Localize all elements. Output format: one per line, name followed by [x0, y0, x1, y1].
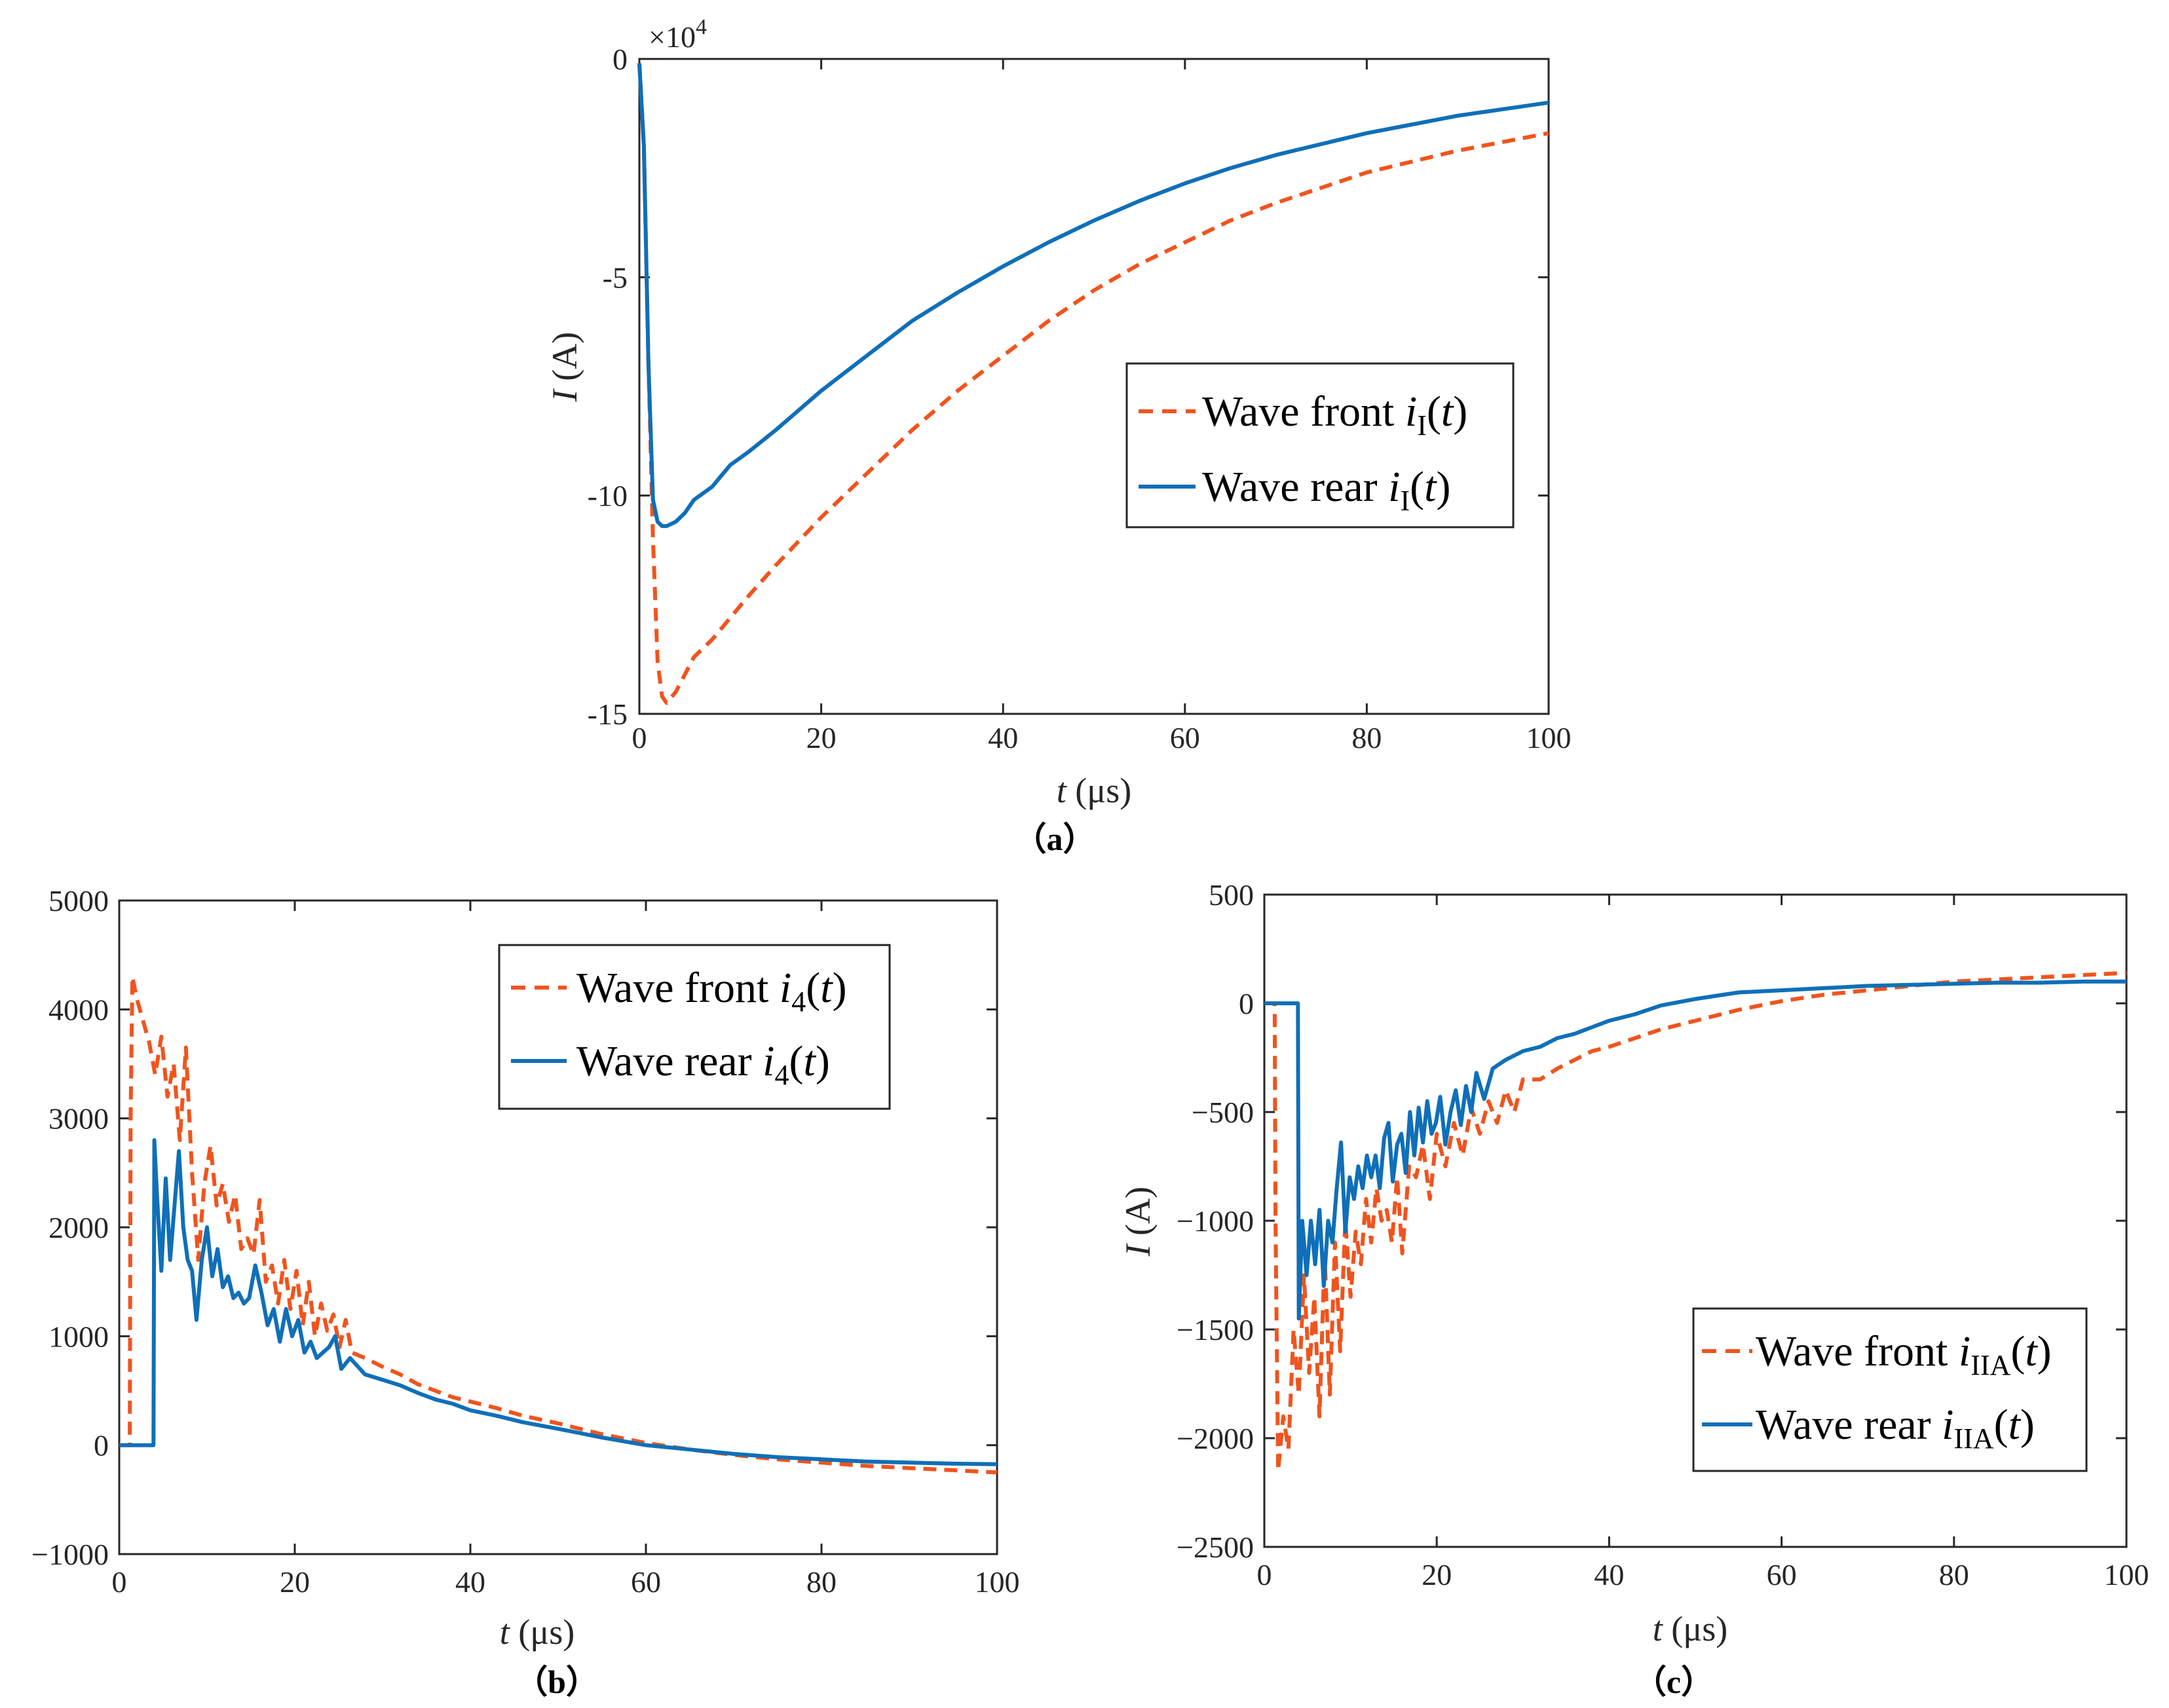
- y-tick-label: 1000: [48, 1320, 109, 1353]
- panel-b-legend-box: [498, 944, 891, 1110]
- y-tick-label: 3000: [48, 1102, 109, 1136]
- panel-a-x-ticks: 0 20 40 60 80 100: [632, 59, 1572, 754]
- panel-b-x-ticks: 0 20 40 60 80 100: [112, 900, 1020, 1599]
- panel-c-x-axis-label: t (μs): [1653, 1609, 1727, 1648]
- y-tick-label: −1000: [1177, 1204, 1254, 1238]
- panel-b-series: [119, 975, 998, 1475]
- panel-a-legend-label-front: Wave front iI(t): [1202, 388, 1467, 441]
- panel-a-legend: Wave front iI(t) Wave rear iI(t): [1125, 362, 1515, 529]
- y-tick-label: 0: [613, 43, 628, 76]
- panel-c: 0 20 40 60 80 100 500 0 −500 −1000 −1500 −2000 −250…: [1118, 878, 2149, 1700]
- y-tick-label: −1500: [1177, 1313, 1254, 1346]
- panel-a-y-axis-label: I (A): [545, 332, 584, 402]
- panel-c-caption: （c）: [1634, 1663, 1714, 1700]
- series-line-wave-rear: [119, 1138, 998, 1466]
- panel-a-caption: （a）: [1014, 821, 1096, 857]
- panel-c-legend-box: [1692, 1307, 2088, 1472]
- y-tick-label: −500: [1192, 1096, 1254, 1129]
- panel-a-legend-box: [1125, 362, 1515, 529]
- x-tick-label: 100: [975, 1565, 1020, 1599]
- panel-b-x-axis-label: t (μs): [500, 1612, 575, 1652]
- x-tick-label: 20: [1422, 1558, 1452, 1591]
- x-tick-label: 60: [631, 1565, 661, 1599]
- x-tick-label: 20: [280, 1565, 310, 1599]
- panel-a-y-ticks: 0 -5 -10 -15: [588, 43, 1549, 731]
- x-tick-label: 0: [632, 721, 647, 754]
- y-tick-label: 5000: [48, 884, 109, 918]
- y-tick-label: 4000: [48, 993, 109, 1026]
- y-tick-label: −2000: [1177, 1422, 1254, 1455]
- series-line-wave-front: [1264, 971, 2127, 1473]
- series-line-wave-rear: [637, 63, 1549, 529]
- series-line-wave-rear: [1264, 979, 2126, 1321]
- x-tick-label: 60: [1767, 1558, 1797, 1591]
- panel-a-multiplier: ×104: [649, 15, 707, 54]
- x-tick-label: 40: [988, 721, 1018, 754]
- panel-b-legend: Wave front i4(t) Wave rear i4(t): [498, 944, 891, 1110]
- panel-c-series: [1264, 971, 2127, 1473]
- x-tick-label: 0: [1257, 1558, 1272, 1591]
- y-tick-label: 0: [94, 1429, 109, 1462]
- y-tick-label: -15: [588, 697, 628, 731]
- x-tick-label: 80: [1939, 1558, 1969, 1591]
- x-tick-label: 100: [1526, 721, 1572, 754]
- series-line-wave-front: [637, 63, 1549, 705]
- panel-a-legend-label-rear: Wave rear iI(t): [1202, 463, 1450, 517]
- panel-b: 0 20 40 60 80 100 500040003000200010000−1000 …: [31, 884, 1019, 1700]
- panel-b-caption: （b）: [515, 1663, 599, 1700]
- y-tick-label: 500: [1209, 878, 1254, 912]
- x-tick-label: 40: [455, 1565, 485, 1599]
- panel-a: 0 20 40 60 80 100 0 -5 -10 -15 ×104 t (μs) I (A)…: [545, 15, 1572, 857]
- panel-c-legend-label-front: Wave front iIIA(t): [1756, 1327, 2052, 1381]
- panel-c-legend: Wave front iIIA(t) Wave rear iIIA(t): [1692, 1307, 2088, 1472]
- panel-c-x-ticks: 0 20 40 60 80 100: [1257, 895, 2149, 1591]
- x-tick-label: 100: [2104, 1558, 2149, 1591]
- x-tick-label: 80: [1351, 721, 1382, 754]
- x-tick-label: 40: [1594, 1558, 1624, 1591]
- panel-c-legend-label-rear: Wave rear iIIA(t): [1756, 1401, 2035, 1455]
- y-tick-label: −1000: [31, 1538, 109, 1571]
- panel-b-y-ticks: 5000 4000 3000 2000 1000 0 −1000: [31, 884, 997, 1571]
- panel-c-y-ticks: 500 0 −500 −1000 −1500 −2000 −2500: [1177, 878, 2126, 1564]
- panel-a-series: [637, 63, 1549, 705]
- panel-b-legend-label-rear: Wave rear i4(t): [576, 1037, 830, 1091]
- panel-b-legend-label-front: Wave front i4(t): [576, 964, 847, 1018]
- x-tick-label: 60: [1170, 721, 1200, 754]
- y-tick-label: 2000: [48, 1211, 109, 1244]
- series-line-wave-front: [119, 975, 998, 1475]
- panel-c-y-axis-label: I (A): [1118, 1187, 1158, 1257]
- y-tick-label: -10: [588, 479, 628, 513]
- x-tick-label: 20: [806, 721, 837, 754]
- y-tick-label: 0: [1239, 987, 1254, 1020]
- y-tick-label: -5: [603, 261, 628, 294]
- panel-a-x-axis-label: t (μs): [1057, 771, 1131, 810]
- x-tick-label: 0: [112, 1565, 127, 1599]
- y-tick-label: −2500: [1177, 1531, 1254, 1564]
- x-tick-label: 80: [806, 1565, 837, 1599]
